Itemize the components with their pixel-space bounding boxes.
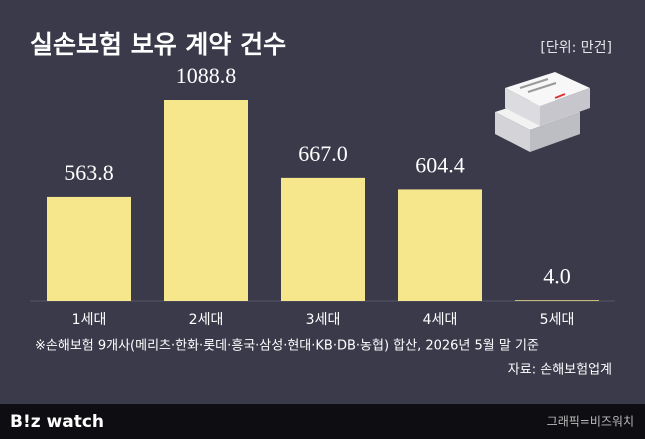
value-label: 667.0 — [298, 141, 348, 166]
x-tick-label: 5세대 — [540, 312, 575, 328]
value-label: 1088.8 — [176, 63, 237, 88]
x-tick-label: 4세대 — [423, 312, 458, 328]
bar — [164, 100, 248, 301]
x-tick-label: 3세대 — [306, 312, 341, 328]
logo: B!z watch — [10, 412, 104, 432]
credit: 그래픽=비즈워치 — [547, 415, 634, 429]
chart-title: 실손보험 보유 계약 건수 — [30, 30, 286, 59]
bar — [515, 300, 599, 301]
value-label: 4.0 — [543, 263, 571, 288]
footnote: ※손해보험 9개사(메리츠·한화·롯데·흥국·삼성·현대·KB·DB·농협) 합… — [35, 339, 539, 354]
paper-icon — [495, 72, 590, 152]
source: 자료: 손해보험업계 — [508, 363, 612, 378]
footer-bar — [0, 404, 645, 439]
bar — [281, 177, 365, 301]
value-label: 604.4 — [415, 152, 465, 177]
bar — [47, 196, 131, 301]
unit-label: [단위: 만건] — [540, 40, 612, 56]
x-tick-label: 1세대 — [72, 312, 107, 328]
x-tick-label: 2세대 — [189, 312, 224, 328]
value-label: 563.8 — [64, 160, 114, 185]
bar — [398, 189, 482, 301]
